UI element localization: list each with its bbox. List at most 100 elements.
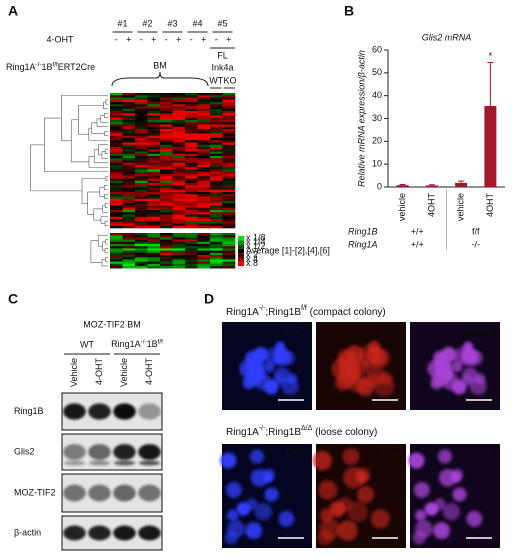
heatmap-cell bbox=[110, 198, 123, 202]
heatmap-cell bbox=[122, 126, 136, 130]
heatmap-cell bbox=[110, 259, 123, 262]
heatmap-cell bbox=[185, 214, 198, 218]
heatmap-cell bbox=[222, 147, 236, 150]
heatmap-cell bbox=[122, 99, 136, 103]
heatmap-cell bbox=[110, 97, 123, 101]
heatmap-cell bbox=[222, 120, 236, 123]
heatmap-cell bbox=[185, 124, 198, 128]
heatmap-cell bbox=[122, 192, 136, 195]
x-tick-label: vehicle bbox=[397, 193, 407, 221]
heatmap-cell bbox=[122, 216, 136, 220]
heatmap-cell bbox=[172, 207, 186, 211]
heatmap-cell bbox=[147, 162, 161, 166]
cell bbox=[469, 377, 487, 395]
heatmap-cell bbox=[110, 237, 123, 240]
heatmap-cell bbox=[197, 131, 211, 134]
heatmap-cell bbox=[122, 255, 136, 258]
heatmap-cell bbox=[210, 255, 223, 258]
heatmap-cell bbox=[122, 221, 136, 224]
heatmap-cell bbox=[122, 185, 136, 188]
heatmap-cell bbox=[172, 95, 186, 98]
heatmap-cell bbox=[197, 115, 211, 119]
heatmap-cell bbox=[147, 196, 161, 200]
heatmap-cell bbox=[110, 255, 123, 258]
heatmap-cell bbox=[122, 178, 136, 182]
heatmap-cell bbox=[147, 149, 161, 152]
heatmap-cell bbox=[135, 216, 148, 220]
heatmap-cell bbox=[172, 111, 186, 114]
heatmap-cell bbox=[110, 266, 123, 269]
text-part: f/f bbox=[53, 61, 58, 68]
heatmap-cell bbox=[147, 237, 161, 240]
heatmap-cell bbox=[172, 214, 186, 218]
heatmap-cell bbox=[122, 250, 136, 254]
heatmap-cell bbox=[210, 261, 223, 265]
heatmap-cell bbox=[122, 102, 136, 105]
heatmap-cell bbox=[172, 233, 186, 236]
heatmap-cell bbox=[135, 205, 148, 209]
heatmap-cell bbox=[110, 248, 123, 251]
heatmap-cell bbox=[185, 221, 198, 224]
cell bbox=[312, 450, 332, 471]
heatmap-cell bbox=[185, 192, 198, 195]
heatmap-cell bbox=[210, 95, 223, 98]
heatmap-cell bbox=[122, 117, 136, 121]
heatmap-cell bbox=[147, 214, 161, 218]
heatmap-cell bbox=[110, 111, 123, 114]
heatmap-cell bbox=[122, 142, 136, 146]
heatmap-cell bbox=[222, 225, 236, 229]
heatmap-cell bbox=[172, 216, 186, 220]
heatmap-cell bbox=[197, 133, 211, 137]
heatmap-cell bbox=[110, 156, 123, 159]
heatmap-cell bbox=[135, 111, 148, 114]
heatmap-cell bbox=[172, 219, 186, 222]
heatmap-cell bbox=[122, 120, 136, 123]
group-label: #3 bbox=[167, 18, 177, 28]
heatmap-cell bbox=[147, 250, 161, 254]
y-tick-label: 40 bbox=[372, 90, 382, 100]
heatmap-cell bbox=[135, 133, 148, 137]
y-tick-label: 0 bbox=[377, 181, 382, 191]
heatmap-cell bbox=[185, 113, 198, 116]
ink4a-label: Ink4a bbox=[211, 62, 233, 72]
heatmap-cell bbox=[135, 138, 148, 141]
heatmap-cell bbox=[210, 201, 223, 204]
heatmap-cell bbox=[160, 252, 173, 256]
heatmap-cell bbox=[185, 176, 198, 179]
treatment-label: 4-OHT bbox=[47, 34, 75, 44]
heatmap-cell bbox=[210, 115, 223, 119]
heatmap-cell bbox=[160, 248, 173, 251]
heatmap-cell bbox=[210, 149, 223, 152]
heatmap-cell bbox=[110, 176, 123, 179]
heatmap-cell bbox=[210, 263, 223, 267]
heatmap-cell bbox=[210, 126, 223, 130]
heatmap-cell bbox=[222, 207, 236, 211]
heatmap-cell bbox=[135, 104, 148, 107]
sign-label: + bbox=[151, 34, 156, 44]
heatmap-cell bbox=[122, 160, 136, 164]
blot-row-label: Glis2 bbox=[14, 446, 35, 456]
cell bbox=[342, 448, 360, 465]
heatmap-cell bbox=[210, 259, 223, 262]
heatmap-cell bbox=[222, 241, 236, 245]
heatmap-cell bbox=[210, 214, 223, 218]
heatmap-cell bbox=[160, 115, 173, 119]
heatmap-cell bbox=[122, 233, 136, 236]
heatmap-cell bbox=[197, 113, 211, 116]
heatmap-cell bbox=[197, 196, 211, 200]
heatmap-cell bbox=[222, 180, 236, 184]
heatmap-cell bbox=[122, 176, 136, 179]
heatmap-cell bbox=[197, 138, 211, 141]
heatmap-cell bbox=[197, 192, 211, 195]
heatmap-cell bbox=[172, 140, 186, 143]
heatmap-cell bbox=[135, 183, 148, 186]
heatmap-cell bbox=[172, 97, 186, 101]
heatmap-cell bbox=[210, 111, 223, 114]
heatmap-cell bbox=[122, 187, 136, 191]
heatmap-cell bbox=[147, 225, 161, 229]
text-part: 1B bbox=[147, 339, 158, 349]
heatmap-cell bbox=[197, 147, 211, 150]
heatmap-cell bbox=[222, 158, 236, 161]
heatmap-cell bbox=[122, 151, 136, 155]
heatmap-cell bbox=[222, 93, 236, 96]
